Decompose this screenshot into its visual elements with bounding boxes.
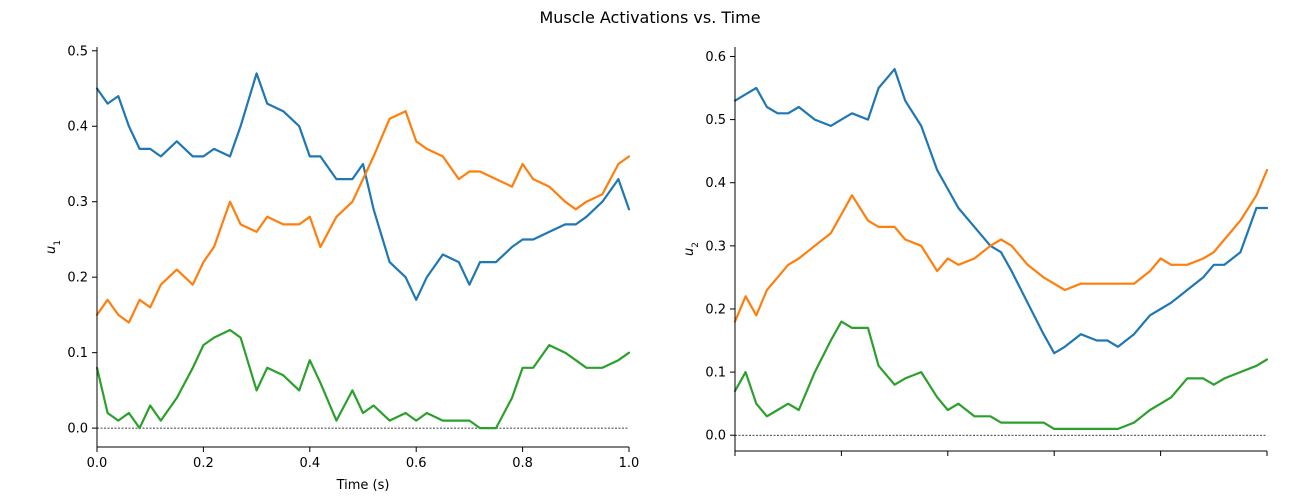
- right-series-line-3: [733, 320, 1269, 430]
- right-y-tick-label: 0.1: [705, 366, 726, 381]
- left-y-tick-label: 0.1: [67, 346, 88, 361]
- left-x-axis-label: Time (s): [336, 478, 390, 493]
- left-x-tick-label: 0.2: [193, 456, 214, 471]
- left-y-axis-label: u1: [44, 240, 63, 254]
- left-x-tick-label: 0.6: [406, 456, 427, 471]
- left-y-tick-label: 0.3: [67, 195, 88, 210]
- right-y-tick-label: 0.2: [705, 302, 726, 317]
- right-y-tick-label: 0.3: [705, 239, 726, 254]
- figure-title: Muscle Activations vs. Time: [539, 8, 761, 27]
- left-x-tick-label: 1.0: [619, 456, 640, 471]
- left-x-tick-label: 0.0: [87, 456, 108, 471]
- left-y-tick-label: 0.2: [67, 271, 88, 286]
- right-series-line-2: [733, 169, 1269, 323]
- left-series-line-2: [95, 110, 631, 324]
- left-series-line-3: [95, 328, 631, 430]
- right-y-tick-label: 0.4: [705, 176, 726, 191]
- right-series-line-1: [733, 67, 1269, 355]
- right-y-tick-label: 0.5: [705, 113, 726, 128]
- left-series-line-1: [95, 72, 631, 301]
- left-x-tick-label: 0.4: [299, 456, 320, 471]
- right-y-tick-label: 0.0: [705, 429, 726, 444]
- left-x-tick-label: 0.8: [512, 456, 533, 471]
- left-y-tick-label: 0.5: [67, 44, 88, 59]
- left-y-tick-label: 0.4: [67, 120, 88, 135]
- left-y-tick-label: 0.0: [67, 422, 88, 437]
- right-y-axis-label: u2: [682, 242, 701, 256]
- right-y-tick-label: 0.6: [705, 50, 726, 65]
